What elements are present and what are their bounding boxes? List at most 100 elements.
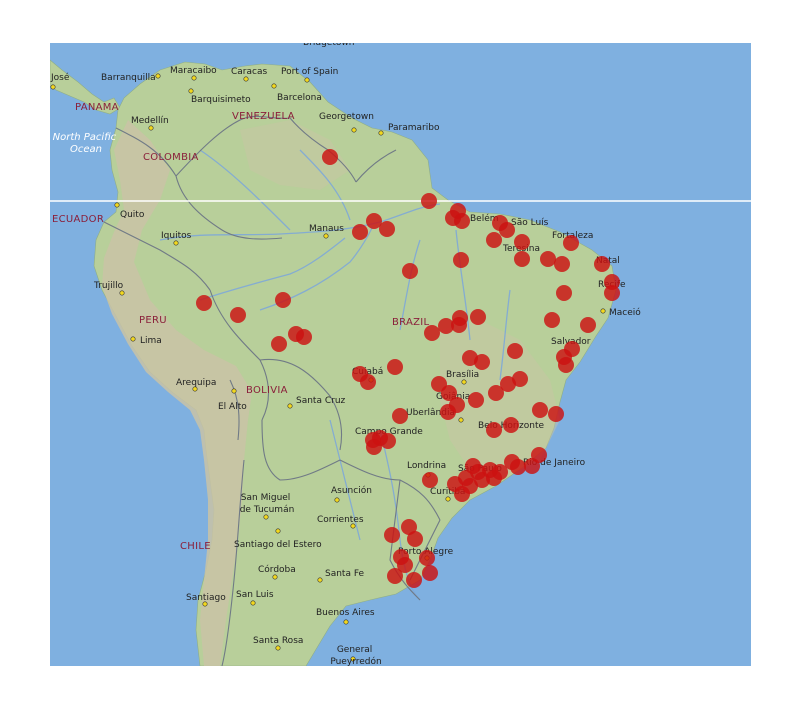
city-dot (271, 83, 277, 89)
map-marker[interactable] (397, 557, 413, 573)
map-marker[interactable] (540, 251, 556, 267)
city-label: Arequipa (176, 378, 216, 388)
map-marker[interactable] (512, 371, 528, 387)
city-label: Lima (140, 336, 162, 346)
map-marker[interactable] (230, 307, 246, 323)
map-marker[interactable] (604, 285, 620, 301)
city-label: Barquisimeto (191, 95, 251, 105)
city-label: Asunción (331, 485, 372, 496)
map-marker[interactable] (438, 318, 454, 334)
map-marker[interactable] (366, 213, 382, 229)
map-marker[interactable] (454, 213, 470, 229)
map-marker[interactable] (507, 343, 523, 359)
map-marker[interactable] (271, 336, 287, 352)
map-marker[interactable] (580, 317, 596, 333)
city-dot (317, 577, 323, 583)
map-marker[interactable] (500, 376, 516, 392)
map-marker[interactable] (379, 221, 395, 237)
map-marker[interactable] (453, 252, 469, 268)
map-marker[interactable] (470, 309, 486, 325)
city-dot (378, 130, 384, 136)
city-dot (188, 88, 194, 94)
map-marker[interactable] (514, 234, 530, 250)
map-marker[interactable] (451, 317, 467, 333)
city-label: José (50, 72, 70, 83)
map-marker[interactable] (296, 329, 312, 345)
map-marker[interactable] (486, 232, 502, 248)
city-label: General Pueyrredón (330, 645, 381, 667)
map-marker[interactable] (503, 417, 519, 433)
map-marker[interactable] (419, 550, 435, 566)
map-marker[interactable] (366, 439, 382, 455)
map-marker[interactable] (360, 374, 376, 390)
map-marker[interactable] (532, 402, 548, 418)
map-marker[interactable] (352, 224, 368, 240)
city-label: Curitiba (430, 487, 465, 497)
map-marker[interactable] (486, 470, 502, 486)
country-label-venezuela: VENEZUELA (232, 111, 295, 122)
map-marker[interactable] (401, 519, 417, 535)
city-label: San Luis (236, 590, 274, 600)
city-label: Medellín (131, 116, 169, 126)
city-label: Santiago del Estero (234, 540, 322, 550)
map-marker[interactable] (275, 292, 291, 308)
city-label: Iquitos (161, 231, 192, 241)
map-marker[interactable] (468, 392, 484, 408)
map-marker[interactable] (554, 256, 570, 272)
map-marker[interactable] (422, 472, 438, 488)
city-dot (323, 233, 329, 239)
city-label: Londrina (407, 461, 446, 471)
map-marker[interactable] (387, 359, 403, 375)
city-dot (600, 308, 606, 314)
map-marker[interactable] (474, 472, 490, 488)
map-marker[interactable] (486, 422, 502, 438)
map-marker[interactable] (196, 295, 212, 311)
map-marker[interactable] (558, 357, 574, 373)
map-marker[interactable] (544, 312, 560, 328)
city-dot (192, 386, 198, 392)
map-marker[interactable] (499, 222, 515, 238)
city-dot (351, 127, 357, 133)
city-label: Bridgetown (303, 38, 354, 48)
map-marker[interactable] (440, 404, 456, 420)
map-marker[interactable] (563, 235, 579, 251)
map-marker[interactable] (441, 385, 457, 401)
city-label: Corrientes (317, 515, 364, 525)
map-marker[interactable] (604, 274, 620, 290)
city-dot (130, 336, 136, 342)
map-marker[interactable] (474, 354, 490, 370)
city-dot (334, 497, 340, 503)
city-label: Santa Cruz (296, 396, 346, 406)
map-marker[interactable] (421, 193, 437, 209)
map-marker[interactable] (380, 433, 396, 449)
map-marker[interactable] (406, 572, 422, 588)
map-marker[interactable] (387, 568, 403, 584)
map-marker[interactable] (594, 256, 610, 272)
city-label: Uberlândia (406, 408, 455, 418)
city-label: Caracas (231, 67, 267, 77)
map-marker[interactable] (524, 458, 540, 474)
city-label: Brasília (446, 370, 479, 380)
map-marker[interactable] (402, 263, 418, 279)
map-marker[interactable] (510, 459, 526, 475)
city-label: Santa Fe (325, 569, 365, 579)
map-marker[interactable] (548, 406, 564, 422)
city-dot (243, 76, 249, 82)
map-marker[interactable] (424, 325, 440, 341)
map-marker[interactable] (514, 251, 530, 267)
map-marker[interactable] (407, 531, 423, 547)
city-label: São Luís (511, 218, 549, 228)
map-marker[interactable] (488, 385, 504, 401)
city-dot (272, 574, 278, 580)
city-dot (250, 600, 256, 606)
city-dot (445, 496, 451, 502)
map-marker[interactable] (384, 527, 400, 543)
central-america-landmass (50, 59, 121, 115)
map-marker[interactable] (322, 149, 338, 165)
city-label: El Alto (218, 402, 247, 412)
map-marker[interactable] (422, 565, 438, 581)
map-marker[interactable] (556, 285, 572, 301)
map-marker[interactable] (454, 486, 470, 502)
map-marker[interactable] (392, 408, 408, 424)
